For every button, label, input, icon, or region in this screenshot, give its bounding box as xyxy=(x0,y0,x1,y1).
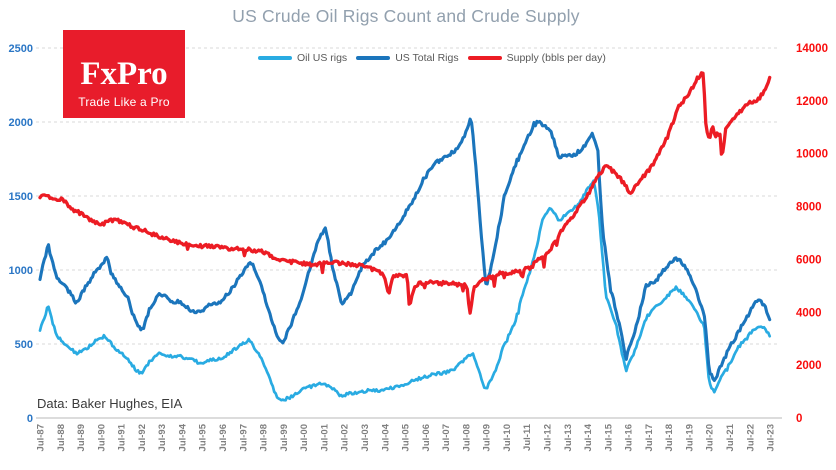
x-axis-tick-label: Jul-22 xyxy=(745,424,756,451)
x-axis-tick-label: Jul-19 xyxy=(685,424,696,451)
right-axis-tick-label: 0 xyxy=(796,413,802,425)
x-axis-tick-label: Jul-00 xyxy=(299,424,310,451)
x-axis-tick-label: Jul-10 xyxy=(502,424,513,451)
x-axis-tick-label: Jul-16 xyxy=(624,424,635,451)
x-axis-tick-label: Jul-88 xyxy=(56,424,67,451)
right-axis-tick-label: 8000 xyxy=(796,202,822,214)
right-axis-tick-label: 4000 xyxy=(796,307,822,319)
x-axis-tick-label: Jul-05 xyxy=(401,423,412,451)
right-axis-tick-label: 14000 xyxy=(796,43,828,55)
supply-line-swatch xyxy=(467,56,502,60)
x-axis-tick-label: Jul-20 xyxy=(705,424,716,451)
series-line-us-total-rigs xyxy=(38,117,772,383)
x-axis-tick-label: Jul-15 xyxy=(603,423,614,451)
x-axis-tick-label: Jul-18 xyxy=(664,424,675,451)
legend-item-oil-us-rigs: Oil US rigs xyxy=(258,52,347,64)
x-axis-tick-label: Jul-96 xyxy=(218,424,229,451)
x-axis-tick-label: Jul-04 xyxy=(380,423,391,451)
x-axis-tick-label: Jul-94 xyxy=(178,423,189,451)
left-axis-tick-label: 1500 xyxy=(9,191,33,203)
oil-us-rigs-line-swatch xyxy=(258,56,292,60)
left-axis-tick-label: 0 xyxy=(27,413,33,425)
x-axis-tick-label: Jul-09 xyxy=(482,424,493,451)
left-axis-tick-label: 1000 xyxy=(9,265,33,277)
x-axis-tick-label: Jul-89 xyxy=(76,424,87,451)
x-axis-tick-label: Jul-23 xyxy=(766,424,777,451)
x-axis-tick-label: Jul-06 xyxy=(421,424,432,451)
source-note: Data: Baker Hughes, EIA xyxy=(37,396,183,411)
left-axis-tick-label: 2500 xyxy=(9,43,33,55)
x-axis-tick-label: Jul-13 xyxy=(563,424,574,451)
fxpro-logo: FxPro Trade Like a Pro xyxy=(63,30,185,118)
right-axis-tick-label: 10000 xyxy=(796,149,828,161)
x-axis-tick-label: Jul-12 xyxy=(543,424,554,451)
us-total-rigs-line-swatch xyxy=(356,56,391,60)
x-axis-tick-label: Jul-98 xyxy=(259,424,270,451)
logo-tagline-text: Trade Like a Pro xyxy=(78,95,170,109)
series-line-oil-us-rigs xyxy=(38,179,772,402)
x-axis-tick-label: Jul-99 xyxy=(279,424,290,451)
right-axis-tick-label: 12000 xyxy=(796,96,828,108)
legend-label-us-total-rigs: US Total Rigs xyxy=(395,52,459,64)
logo-brand-text: FxPro xyxy=(80,56,168,92)
x-axis-tick-label: Jul-91 xyxy=(117,423,128,451)
x-axis-tick-label: Jul-95 xyxy=(198,423,209,451)
x-axis-tick-label: Jul-08 xyxy=(461,424,472,451)
x-axis-tick-label: Jul-87 xyxy=(36,424,47,451)
x-axis-tick-label: Jul-14 xyxy=(583,423,594,451)
right-axis-tick-label: 6000 xyxy=(796,254,822,266)
x-axis-tick-label: Jul-97 xyxy=(238,424,249,451)
x-axis-tick-label: Jul-11 xyxy=(522,423,533,451)
x-axis-tick-label: Jul-07 xyxy=(441,424,452,451)
x-axis-tick-label: Jul-21 xyxy=(725,423,736,451)
x-axis-tick-label: Jul-92 xyxy=(137,424,148,451)
left-axis-tick-label: 500 xyxy=(15,339,33,351)
left-axis-tick-label: 2000 xyxy=(9,117,33,129)
x-axis-tick-label: Jul-02 xyxy=(340,424,351,451)
x-axis-tick-label: Jul-03 xyxy=(360,424,371,451)
x-axis-tick-label: Jul-93 xyxy=(157,424,168,451)
legend-item-us-total-rigs: US Total Rigs xyxy=(356,52,459,64)
x-axis-tick-label: Jul-90 xyxy=(96,424,107,451)
page-title: US Crude Oil Rigs Count and Crude Supply xyxy=(232,6,580,26)
right-axis-tick-label: 2000 xyxy=(796,360,822,372)
legend-label-supply: Supply (bbls per day) xyxy=(506,52,606,64)
series-line-supply-bbls-per-day- xyxy=(38,71,772,315)
legend-label-oil-us-rigs: Oil US rigs xyxy=(297,52,348,64)
x-axis-tick-label: Jul-01 xyxy=(319,423,330,451)
x-axis-tick-label: Jul-17 xyxy=(644,424,655,451)
chart-legend: Oil US rigs US Total Rigs Supply (bbls p… xyxy=(258,52,606,64)
legend-item-supply: Supply (bbls per day) xyxy=(467,52,606,64)
